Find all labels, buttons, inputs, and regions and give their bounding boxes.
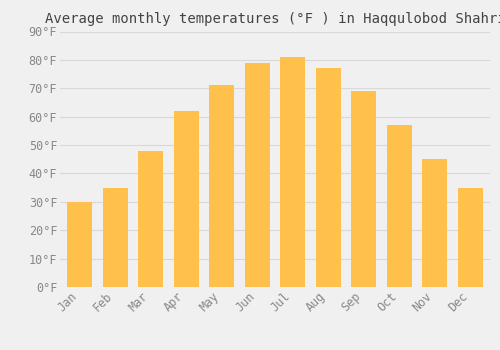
Bar <box>102 188 128 287</box>
Bar <box>245 63 270 287</box>
Bar <box>174 111 199 287</box>
Bar <box>387 125 412 287</box>
Bar <box>210 85 234 287</box>
Bar <box>458 188 483 287</box>
Bar <box>316 68 340 287</box>
Title: Average monthly temperatures (°F ) in Haqqulobod Shahri: Average monthly temperatures (°F ) in Ha… <box>44 12 500 26</box>
Bar <box>422 159 448 287</box>
Bar <box>67 202 92 287</box>
Bar <box>280 57 305 287</box>
Bar <box>138 151 163 287</box>
Bar <box>352 91 376 287</box>
